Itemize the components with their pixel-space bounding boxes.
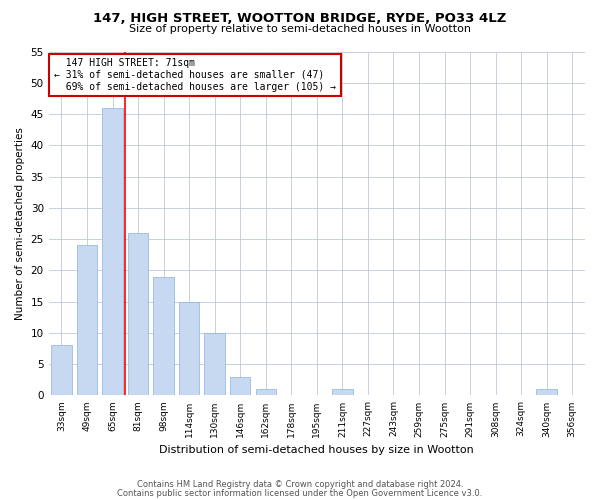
Text: 147 HIGH STREET: 71sqm
← 31% of semi-detached houses are smaller (47)
  69% of s: 147 HIGH STREET: 71sqm ← 31% of semi-det… (54, 58, 336, 92)
Text: Contains public sector information licensed under the Open Government Licence v3: Contains public sector information licen… (118, 488, 482, 498)
Bar (128, 233, 148, 396)
Text: 147, HIGH STREET, WOOTTON BRIDGE, RYDE, PO33 4LZ: 147, HIGH STREET, WOOTTON BRIDGE, RYDE, … (94, 12, 506, 26)
Bar (77, 246, 97, 396)
Bar (536, 389, 557, 396)
X-axis label: Distribution of semi-detached houses by size in Wootton: Distribution of semi-detached houses by … (160, 445, 474, 455)
Bar (230, 376, 250, 396)
Bar (51, 346, 71, 396)
Text: Size of property relative to semi-detached houses in Wootton: Size of property relative to semi-detach… (129, 24, 471, 34)
Bar (256, 389, 276, 396)
Y-axis label: Number of semi-detached properties: Number of semi-detached properties (15, 127, 25, 320)
Bar (332, 389, 353, 396)
Text: Contains HM Land Registry data © Crown copyright and database right 2024.: Contains HM Land Registry data © Crown c… (137, 480, 463, 489)
Bar (179, 302, 199, 396)
Bar (154, 276, 174, 396)
Bar (103, 108, 123, 396)
Bar (205, 333, 225, 396)
